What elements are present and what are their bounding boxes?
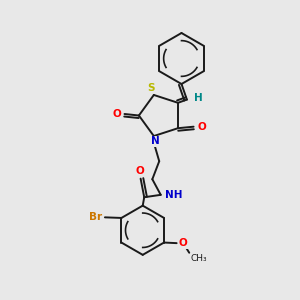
Text: O: O (112, 109, 121, 119)
Text: CH₃: CH₃ (191, 254, 207, 263)
Text: Br: Br (89, 212, 103, 222)
Text: O: O (197, 122, 206, 132)
Text: H: H (194, 93, 203, 103)
Text: O: O (136, 166, 144, 176)
Text: NH: NH (165, 190, 182, 200)
Text: S: S (148, 83, 155, 93)
Text: N: N (151, 136, 160, 146)
Text: O: O (179, 238, 188, 248)
